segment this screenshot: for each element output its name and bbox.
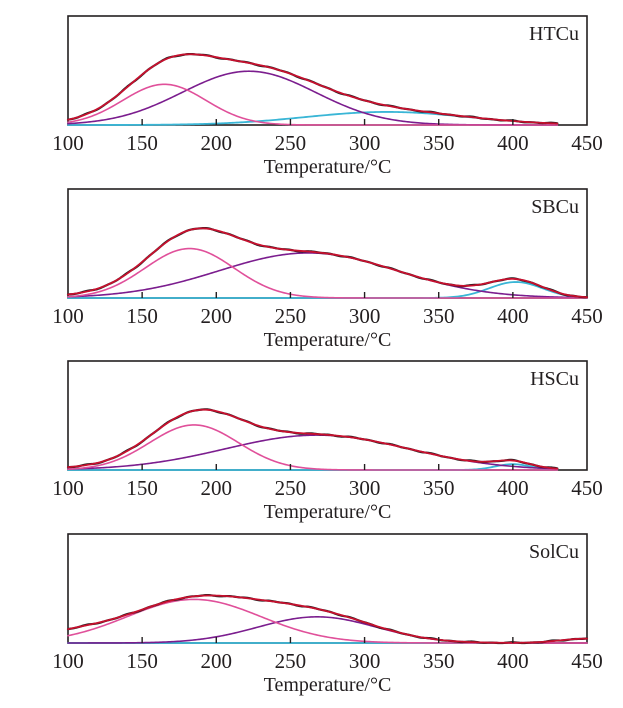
x-axis-label: Temperature/°C xyxy=(264,674,392,696)
x-tick-label: 350 xyxy=(423,304,455,328)
measured-curve xyxy=(66,408,559,470)
panel-label: SolCu xyxy=(529,541,579,563)
panel-label: SBCu xyxy=(531,196,579,218)
x-tick-label: 350 xyxy=(423,649,455,673)
measured-curve xyxy=(66,594,589,645)
fitted-sum-curve xyxy=(67,227,588,299)
x-tick-label: 100 xyxy=(52,304,84,328)
fitted-sum-curve xyxy=(67,408,559,470)
x-axis-label: Temperature/°C xyxy=(264,156,392,178)
component-peak-2 xyxy=(67,616,588,644)
x-tick-label: 200 xyxy=(201,649,233,673)
x-tick-label: 300 xyxy=(349,476,381,500)
x-tick-label: 150 xyxy=(126,649,158,673)
plot-frame xyxy=(67,360,588,471)
x-tick-label: 450 xyxy=(571,304,603,328)
x-tick-label: 450 xyxy=(571,649,603,673)
panel-sbcu: 100 150 200 250 300 350 400 450 Temperature/°C SB… xyxy=(52,188,603,351)
panel-htcu: 100 150 200 250 300 350 400 450 Temperature/°C HT… xyxy=(52,15,603,178)
x-tick-label: 400 xyxy=(497,476,529,500)
component-peak-1 xyxy=(67,424,559,471)
panel-solcu: 100 150 200 250 300 350 400 450 Temperature/°C So… xyxy=(52,533,603,696)
x-tick-label: 350 xyxy=(423,131,455,155)
x-tick-label: 250 xyxy=(275,649,307,673)
x-tick-label: 350 xyxy=(423,476,455,500)
fitted-sum-curve xyxy=(67,53,559,125)
x-tick-label: 100 xyxy=(52,649,84,673)
x-tick-label: 150 xyxy=(126,131,158,155)
component-peak-1 xyxy=(67,598,588,644)
x-tick-label: 450 xyxy=(571,476,603,500)
x-tick-label: 150 xyxy=(126,304,158,328)
x-tick-label: 300 xyxy=(349,304,381,328)
x-tick-label: 250 xyxy=(275,131,307,155)
x-tick-label: 250 xyxy=(275,476,307,500)
x-tick-label: 100 xyxy=(52,476,84,500)
x-tick-label: 400 xyxy=(497,131,529,155)
component-peak-1 xyxy=(67,83,559,126)
x-tick-label: 200 xyxy=(201,476,233,500)
x-tick-label: 400 xyxy=(497,649,529,673)
panel-label: HSCu xyxy=(530,368,579,390)
x-axis-label: Temperature/°C xyxy=(264,501,392,523)
measured-curve xyxy=(66,226,589,299)
fitted-sum-curve xyxy=(67,594,588,644)
x-tick-label: 100 xyxy=(52,131,84,155)
panel-label: HTCu xyxy=(529,23,579,45)
measured-curve xyxy=(66,52,559,125)
x-tick-label: 200 xyxy=(201,131,233,155)
x-tick-label: 200 xyxy=(201,304,233,328)
x-tick-label: 300 xyxy=(349,649,381,673)
x-axis-label: Temperature/°C xyxy=(264,329,392,351)
x-tick-label: 450 xyxy=(571,131,603,155)
component-peak-2 xyxy=(67,434,559,470)
x-tick-label: 150 xyxy=(126,476,158,500)
panel-hscu: 100 150 200 250 300 350 400 450 Temperature/°C HS… xyxy=(52,360,603,523)
component-peak-1 xyxy=(67,247,588,299)
x-tick-label: 300 xyxy=(349,131,381,155)
x-tick-label: 400 xyxy=(497,304,529,328)
plot-frame xyxy=(67,533,588,644)
x-tick-label: 250 xyxy=(275,304,307,328)
